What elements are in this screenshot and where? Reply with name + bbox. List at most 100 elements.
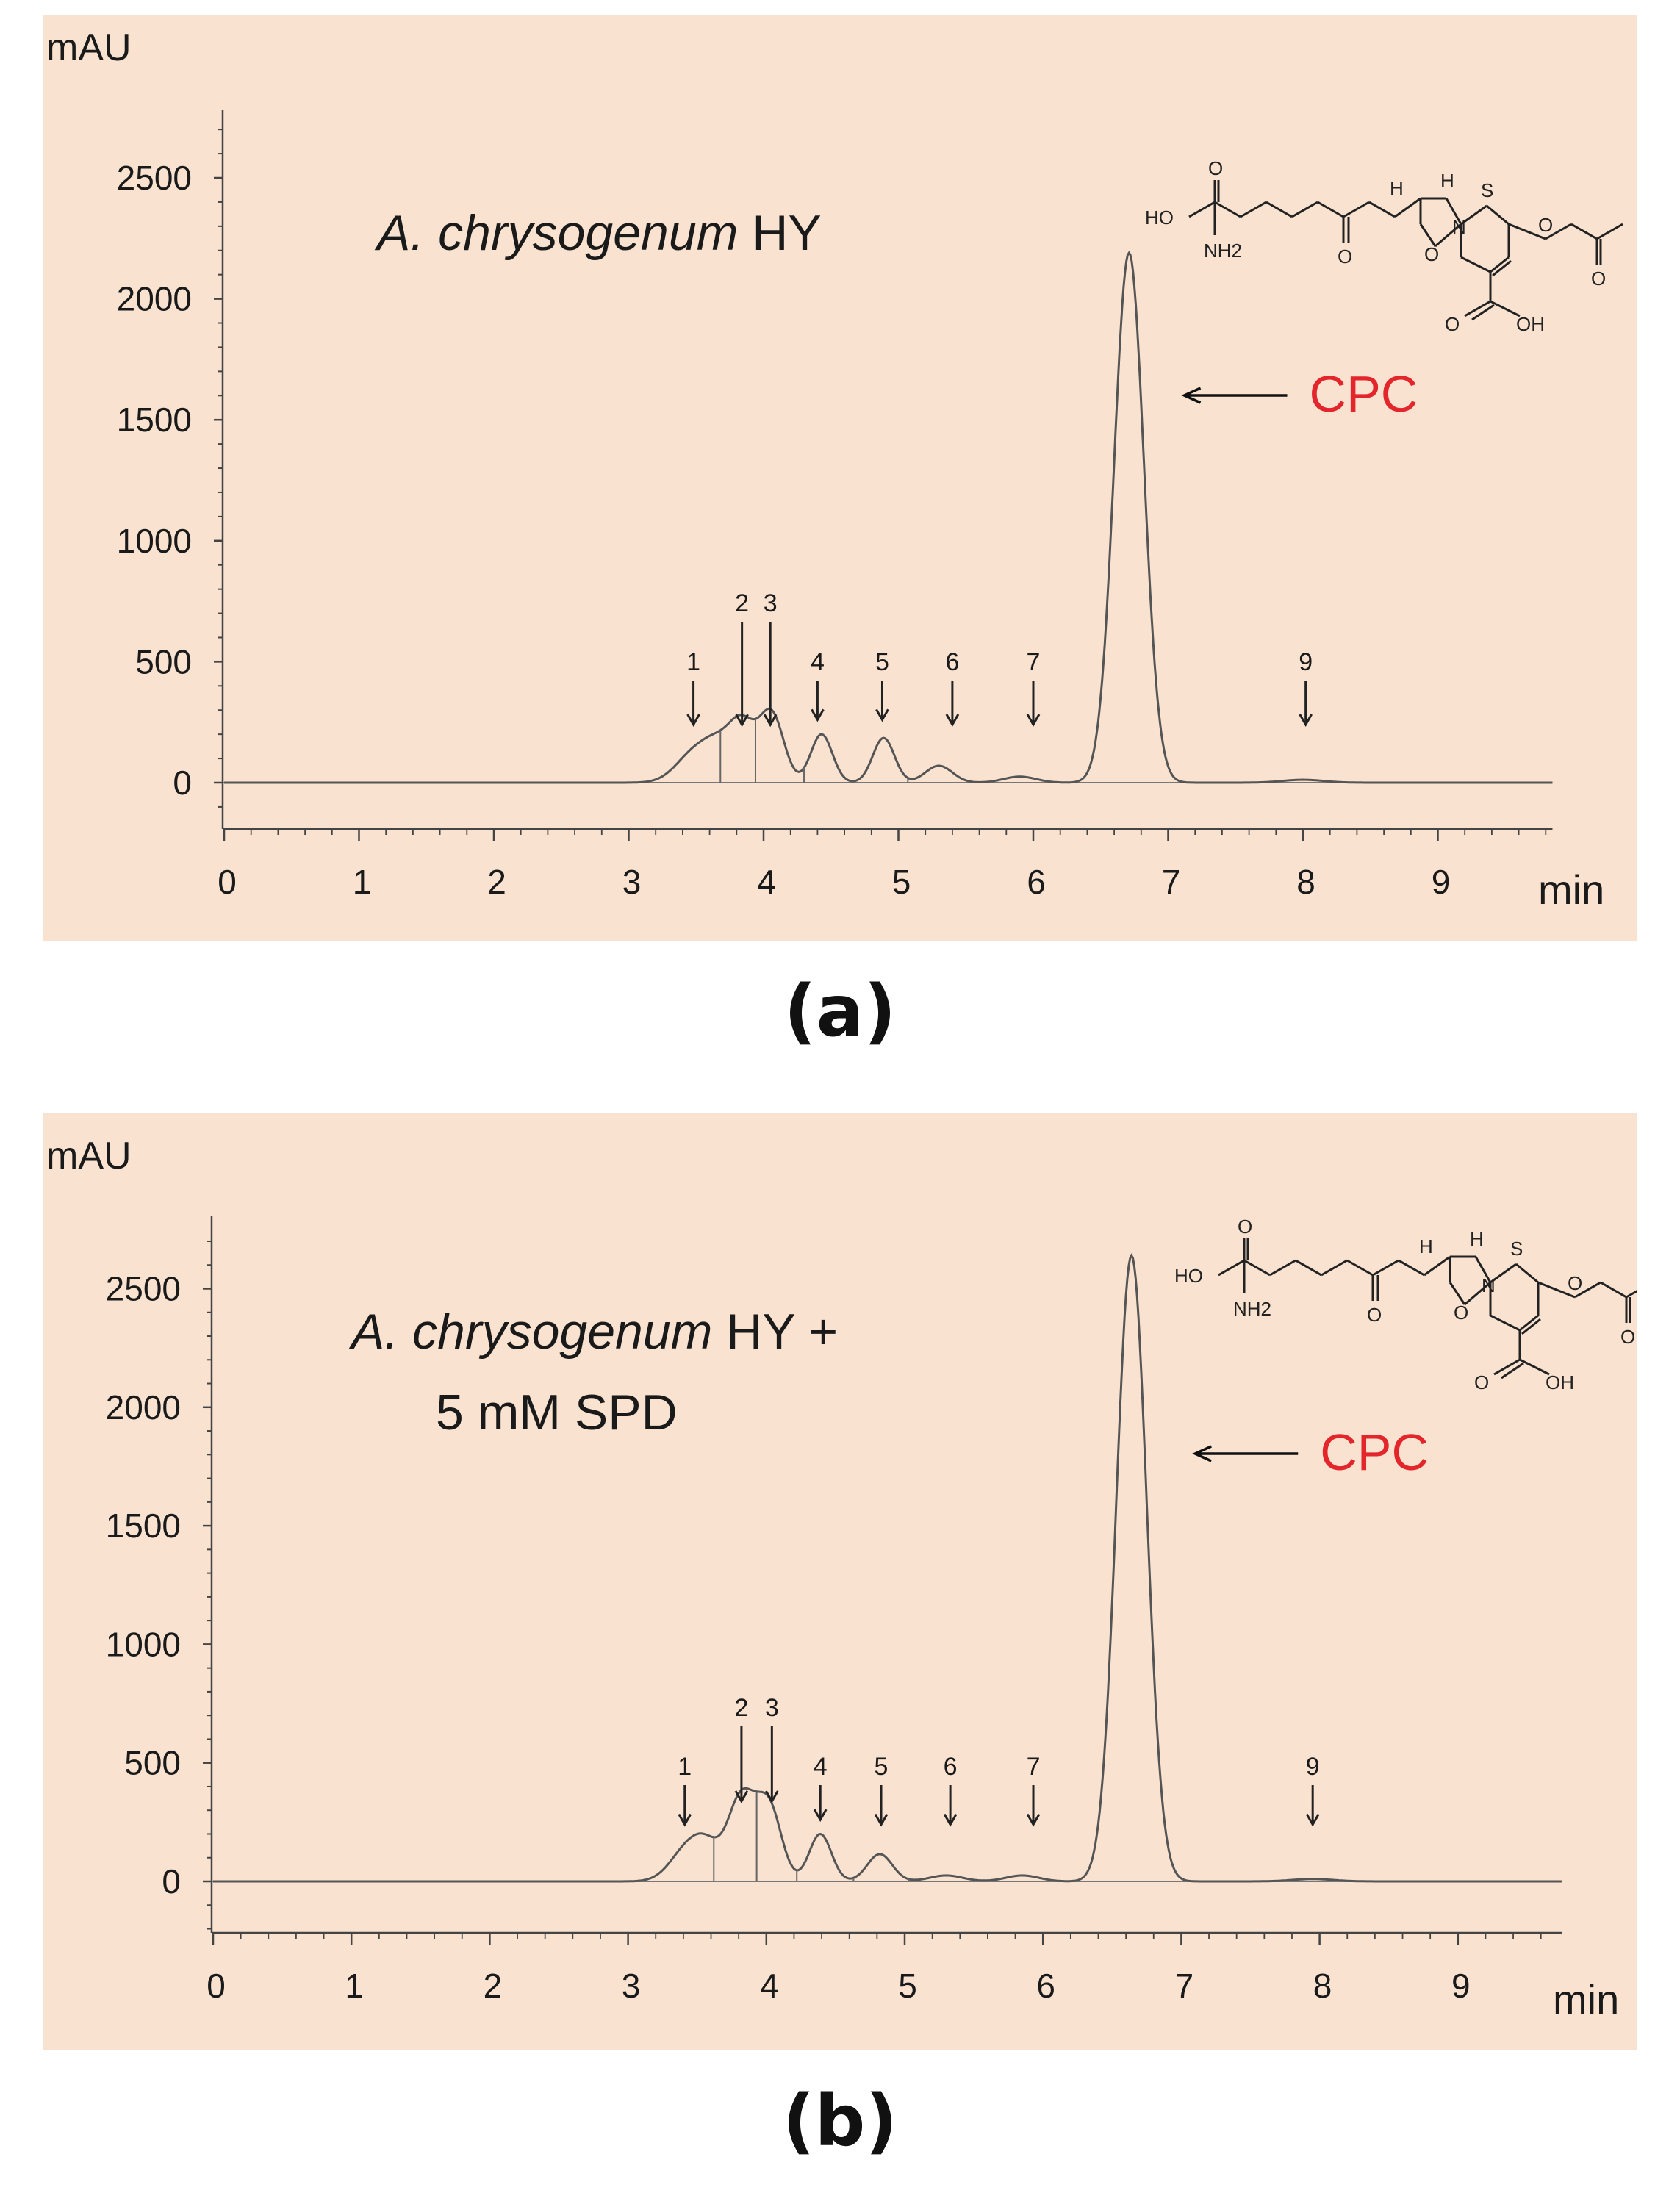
structure-label-o: O bbox=[1238, 1216, 1252, 1238]
title-strain: HY bbox=[738, 205, 821, 261]
peak-label: 7 bbox=[1027, 648, 1041, 676]
structure-bond bbox=[1490, 256, 1510, 273]
peak-arrow-head bbox=[734, 1790, 749, 1803]
peak-arrow-head bbox=[1026, 1813, 1041, 1827]
structure-label-o: O bbox=[1568, 1272, 1582, 1294]
structure-bond bbox=[1368, 201, 1396, 218]
peak-label: 2 bbox=[734, 1694, 748, 1722]
structure-bond bbox=[1398, 1259, 1425, 1277]
structure-bond bbox=[1243, 1259, 1271, 1277]
structure-bond bbox=[1570, 223, 1598, 240]
peak-label: 9 bbox=[1299, 648, 1313, 676]
structure-label-nh: H bbox=[1419, 1235, 1433, 1257]
structure-bond bbox=[1600, 1281, 1627, 1299]
structure-bond bbox=[1490, 1314, 1521, 1332]
structure-bond bbox=[1445, 198, 1462, 225]
y-tick-label: 2000 bbox=[106, 1388, 181, 1426]
structure-label-nh2: NH2 bbox=[1233, 1298, 1271, 1320]
peak-arrow-head bbox=[765, 1790, 779, 1803]
x-tick-label: 4 bbox=[757, 863, 776, 901]
structure-label-o: O bbox=[1424, 243, 1439, 265]
structure-label-o: O bbox=[1445, 313, 1460, 335]
peak-label: 6 bbox=[944, 1753, 958, 1781]
structure-bond bbox=[1501, 1362, 1524, 1379]
structure-label-o: O bbox=[1367, 1304, 1382, 1326]
peak-arrow-head bbox=[678, 1813, 692, 1827]
y-tick-label: 0 bbox=[173, 764, 192, 802]
y-tick-label: 1500 bbox=[106, 1507, 181, 1545]
x-tick-label: 4 bbox=[760, 1967, 779, 2005]
peak-label: 5 bbox=[875, 1753, 889, 1781]
x-tick-label: 6 bbox=[1027, 863, 1046, 901]
structure-label-ho: HO bbox=[1145, 207, 1174, 229]
peak-label: 3 bbox=[765, 1694, 779, 1722]
structure-label-oh: OH bbox=[1516, 313, 1545, 335]
structure-bond bbox=[1321, 1259, 1348, 1277]
cpc-label: CPC bbox=[1320, 1424, 1429, 1481]
structure-bond bbox=[1372, 1259, 1399, 1277]
y-axis-label: mAU bbox=[46, 1135, 132, 1177]
structure-label-o: O bbox=[1474, 1371, 1489, 1393]
peak-label: 9 bbox=[1306, 1753, 1320, 1781]
cpc-arrow-head bbox=[1191, 1445, 1212, 1462]
x-tick-label: 0 bbox=[218, 863, 237, 901]
cpc-label: CPC bbox=[1310, 365, 1418, 423]
chromatogram-trace bbox=[213, 1253, 1562, 1883]
x-tick-label: 0 bbox=[207, 1967, 226, 2005]
peak-label: 7 bbox=[1027, 1753, 1041, 1781]
structure-label-o: O bbox=[1208, 157, 1223, 179]
structure-label-o: O bbox=[1538, 214, 1553, 236]
structure-bond bbox=[1490, 300, 1521, 317]
y-tick-label: 1000 bbox=[117, 522, 192, 560]
structure-label-s: S bbox=[1510, 1238, 1523, 1260]
peak-label: 4 bbox=[814, 1753, 828, 1781]
title-species: A. chrysogenum bbox=[374, 205, 738, 261]
structure-bond bbox=[1460, 256, 1491, 273]
peak-arrow-head bbox=[1305, 1813, 1320, 1827]
structure-bond bbox=[1537, 1281, 1576, 1299]
structure-bond bbox=[1394, 197, 1421, 218]
peak-arrow-head bbox=[875, 708, 889, 722]
structure-label-s: S bbox=[1481, 179, 1493, 201]
y-tick-label: 1500 bbox=[117, 401, 192, 439]
peak-arrow-head bbox=[943, 1813, 958, 1827]
structure-bond bbox=[1574, 1281, 1601, 1299]
chromatogram-trace bbox=[224, 251, 1553, 784]
structure-label-n: N bbox=[1452, 216, 1466, 238]
y-tick-label: 1000 bbox=[106, 1625, 181, 1663]
peak-label: 1 bbox=[686, 648, 700, 676]
chart-title-line2: 5 mM SPD bbox=[436, 1385, 678, 1440]
structure-bond bbox=[1435, 223, 1462, 248]
cpc-arrow-head bbox=[1181, 387, 1202, 404]
structure-bond bbox=[1295, 1259, 1322, 1277]
structure-bond bbox=[1464, 1281, 1491, 1306]
peak-label: 3 bbox=[764, 589, 778, 617]
y-tick-label: 500 bbox=[135, 642, 192, 681]
structure-bond bbox=[1188, 201, 1216, 218]
structure-bond bbox=[1424, 1255, 1451, 1277]
chart-title: A. chrysogenum HY bbox=[374, 205, 822, 261]
structure-bond bbox=[1493, 1358, 1521, 1376]
x-tick-label: 5 bbox=[892, 863, 911, 901]
structure-bond bbox=[1626, 1289, 1637, 1299]
x-axis-label: min bbox=[1538, 866, 1604, 913]
peak-arrow-head bbox=[735, 714, 749, 728]
peak-arrow-head bbox=[874, 1813, 889, 1827]
structure-label-nh: H bbox=[1390, 177, 1404, 199]
peak-arrow-head bbox=[686, 714, 700, 728]
structure-bond bbox=[1346, 1259, 1374, 1277]
y-tick-label: 500 bbox=[124, 1744, 181, 1782]
x-tick-label: 3 bbox=[622, 863, 642, 901]
x-tick-label: 1 bbox=[345, 1967, 364, 2005]
structure-bond bbox=[1449, 1282, 1466, 1305]
structure-label-nh2: NH2 bbox=[1204, 240, 1242, 262]
structure-bond bbox=[1508, 223, 1546, 240]
x-tick-label: 5 bbox=[898, 1967, 917, 2005]
chart-panel-b: 0 500 1000 1500 2000 2500 0 1 2 3 4 5 6 7 8 9 mAU min 1 2 3 4… bbox=[43, 1113, 1637, 2050]
structure-bond bbox=[1317, 201, 1344, 218]
y-axis-label: mAU bbox=[46, 26, 132, 69]
structure-bond bbox=[1519, 1358, 1550, 1376]
